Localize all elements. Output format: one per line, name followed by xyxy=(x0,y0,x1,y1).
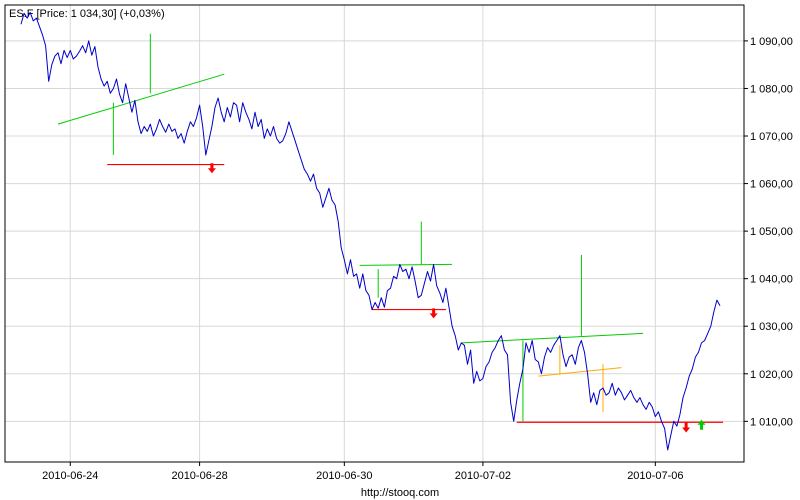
plot-frame xyxy=(4,4,745,463)
signal-arrows xyxy=(207,163,706,433)
buy-arrow-icon xyxy=(697,419,706,430)
annotations xyxy=(57,33,724,423)
footer-url: http://stooq.com xyxy=(361,487,439,499)
y-tick-label: 1 090,00 xyxy=(750,36,793,48)
x-axis: 2010-06-24 2010-06-28 2010-06-30 2010-07-02… xyxy=(42,462,683,482)
y-tick-label: 1 070,00 xyxy=(750,131,793,143)
price-line xyxy=(20,11,721,451)
y-tick-label: 1 010,00 xyxy=(750,416,793,428)
series-layer xyxy=(20,11,721,451)
x-tick-label: 2010-07-02 xyxy=(455,470,511,482)
green-trendline xyxy=(359,263,453,266)
y-tick-label: 1 040,00 xyxy=(750,274,793,286)
y-axis: 1 010,00 1 020,00 1 030,00 1 040,00 1 050,00… xyxy=(744,36,793,428)
x-tick-label: 2010-06-30 xyxy=(316,470,372,482)
sell-arrow-icon xyxy=(682,422,691,433)
x-tick-label: 2010-07-06 xyxy=(627,470,683,482)
y-tick-label: 1 020,00 xyxy=(750,369,793,381)
x-tick-label: 2010-06-24 xyxy=(42,470,98,482)
y-tick-label: 1 030,00 xyxy=(750,321,793,333)
chart-title: ES.F [Price: 1 034,30] (+0,03%) xyxy=(9,8,165,20)
y-tick-label: 1 080,00 xyxy=(750,83,793,95)
y-tick-label: 1 050,00 xyxy=(750,226,793,238)
sell-arrow-icon xyxy=(207,163,216,174)
sell-arrow-icon xyxy=(429,308,438,319)
green-trendline xyxy=(57,73,225,125)
orange-trendline xyxy=(538,367,622,377)
x-tick-label: 2010-06-28 xyxy=(171,470,227,482)
green-trendline xyxy=(461,332,644,344)
y-tick-label: 1 060,00 xyxy=(750,179,793,191)
